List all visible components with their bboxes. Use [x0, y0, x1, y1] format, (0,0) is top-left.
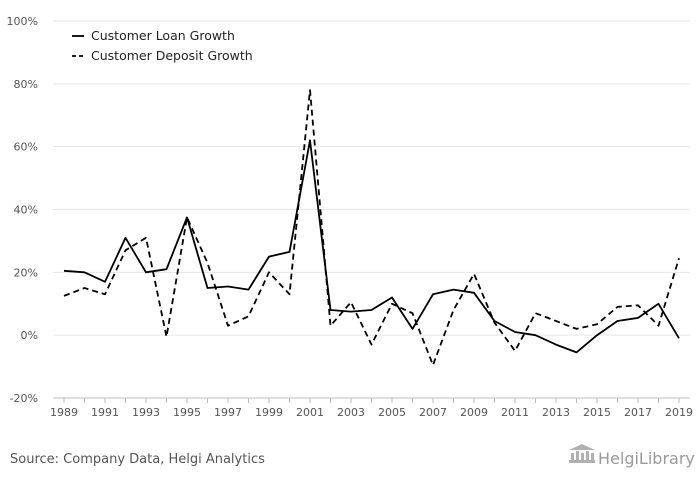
- y-tick-label: -20%: [10, 392, 38, 405]
- legend-label: Customer Deposit Growth: [91, 48, 253, 63]
- helgi-library-logo: HelgiLibrary: [569, 444, 695, 468]
- x-tick-label: 1995: [173, 406, 201, 419]
- logo-text: HelgiLibrary: [598, 449, 695, 468]
- x-axis: 1989 1991 1993 1995 1997 1999 2001 2003 2005 2007…: [50, 397, 693, 419]
- x-tick-label: 2009: [460, 406, 488, 419]
- y-tick-label: 40%: [14, 204, 38, 217]
- series-line-customer-loan-growth: [63, 139, 680, 354]
- grid-lines: [53, 20, 690, 336]
- source-text: Source: Company Data, Helgi Analytics: [10, 452, 265, 467]
- x-tick-label: 2007: [419, 406, 447, 419]
- y-tick-label: 60%: [14, 141, 38, 154]
- x-tick-label: 1999: [255, 406, 283, 419]
- y-tick-label: 80%: [14, 78, 38, 91]
- x-tick-label: 2013: [542, 406, 570, 419]
- x-tick-label: 2005: [378, 406, 406, 419]
- x-tick-label: 1993: [132, 406, 160, 419]
- x-tick-label: 2011: [501, 406, 529, 419]
- legend: Customer Loan Growth Customer Deposit Gro…: [72, 28, 253, 63]
- legend-label: Customer Loan Growth: [91, 28, 235, 43]
- x-tick-label: 1997: [214, 406, 242, 419]
- x-tick-label: 2019: [665, 406, 693, 419]
- library-building-icon: [569, 444, 595, 463]
- series-lines: [63, 89, 680, 366]
- x-tick-label: 1991: [91, 406, 119, 419]
- y-tick-label: 20%: [14, 266, 38, 279]
- x-tick-label: 2017: [624, 406, 652, 419]
- x-tick-label: 2001: [296, 406, 324, 419]
- x-tick-label: 1989: [50, 406, 78, 419]
- y-tick-label: 0%: [21, 329, 38, 342]
- y-axis: -20% 0% 20% 40% 60% 80% 100%: [7, 15, 38, 405]
- y-tick-label: 100%: [7, 15, 38, 28]
- x-tick-label: 2003: [337, 406, 365, 419]
- series-line-customer-deposit-growth: [63, 89, 680, 366]
- x-tick-label: 2015: [583, 406, 611, 419]
